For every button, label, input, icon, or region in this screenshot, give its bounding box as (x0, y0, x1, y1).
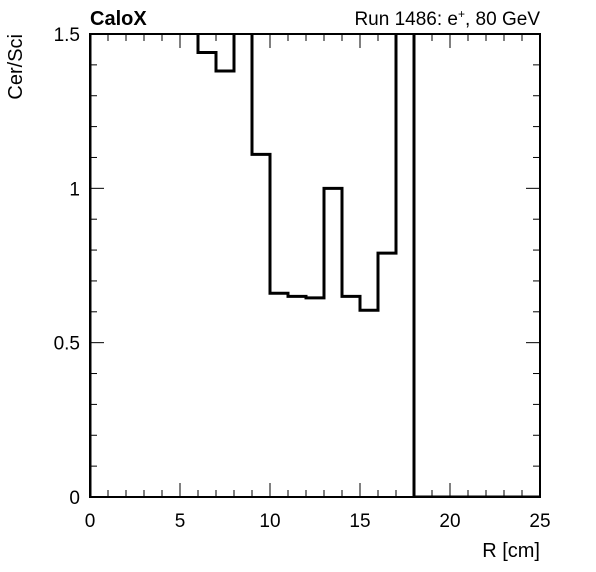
y-tick-label: 1 (69, 179, 80, 200)
x-tick-label: 20 (439, 511, 460, 532)
x-axis-label: R [cm] (482, 540, 540, 562)
chart-label-right: Run 1486: e+, 80 GeV (354, 7, 540, 30)
chart-label-right-sup: + (458, 7, 465, 21)
y-tick-label: 1.5 (54, 25, 80, 46)
x-tick-label: 15 (349, 511, 370, 532)
y-tick-label: 0.5 (54, 334, 80, 355)
chart-label-right-prefix: Run 1486: e (354, 9, 458, 30)
x-tick-label: 0 (85, 511, 96, 532)
chart-label-right-suffix: , 80 GeV (465, 9, 540, 30)
histogram (90, 34, 540, 497)
y-tick-label: 0 (69, 488, 80, 509)
tick-labels: 0 5 10 15 20 25 0 0.5 1 1.5 (54, 25, 551, 532)
x-tick-label: 5 (175, 511, 186, 532)
histogram-line (90, 34, 540, 497)
x-tick-label: 10 (259, 511, 280, 532)
axis-ticks (89, 33, 541, 498)
y-axis-label: Cer/Sci (5, 34, 27, 100)
plot-frame (89, 33, 541, 498)
x-tick-label: 25 (529, 511, 550, 532)
chart-label-left: CaloX (90, 8, 147, 30)
